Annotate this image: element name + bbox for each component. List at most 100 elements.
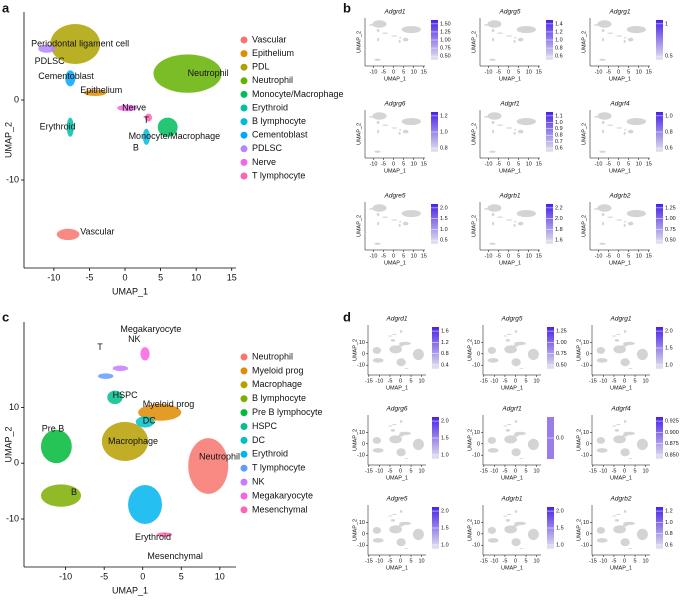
background-cluster	[616, 219, 623, 221]
background-cluster	[636, 348, 648, 361]
y-tick-label: 10	[583, 430, 589, 436]
y-tick-label: 10	[9, 402, 19, 412]
legend-label: B lymphocyte	[252, 116, 306, 126]
background-cluster	[496, 32, 504, 34]
background-cluster	[623, 510, 627, 513]
colorbar-tick-label: 1.0	[441, 452, 449, 458]
background-cluster	[506, 127, 513, 129]
cluster-label: HSPC	[113, 390, 139, 400]
y-axis-label: UMAP_2	[356, 123, 362, 145]
x-tick-label: -5	[100, 571, 108, 581]
background-cluster	[623, 39, 626, 43]
background-cluster	[404, 367, 409, 369]
colorbar-tick-label: 0.9	[555, 126, 563, 132]
background-cluster	[626, 117, 646, 126]
background-cluster	[404, 457, 409, 459]
background-cluster	[491, 28, 495, 32]
x-tick-label: 5	[524, 468, 527, 474]
background-cluster	[624, 129, 627, 131]
background-cluster	[620, 538, 630, 547]
gene-title: Adgrg1	[610, 316, 632, 323]
background-cluster	[519, 367, 524, 369]
x-tick-label: -10	[375, 378, 383, 384]
x-axis-label: UMAP_1	[501, 475, 523, 481]
y-tick-label: 0	[362, 531, 365, 537]
background-cluster	[399, 510, 403, 513]
x-tick-label: 10	[636, 253, 642, 259]
x-tick-label: 0	[617, 161, 620, 167]
cluster	[135, 416, 155, 428]
y-axis-label: UMAP_2	[581, 123, 587, 145]
background-cluster	[616, 127, 623, 129]
x-tick-label: 5	[517, 161, 520, 167]
colorbar-tick-label: 1.25	[556, 329, 567, 335]
background-cluster	[399, 221, 402, 223]
background-cluster	[596, 538, 608, 543]
background-cluster	[628, 457, 633, 459]
gene-title: Adgrg6	[386, 406, 408, 413]
x-tick-label: -15	[365, 468, 373, 474]
background-cluster	[623, 131, 626, 135]
background-cluster	[636, 528, 648, 541]
panel-letter: c	[2, 309, 9, 324]
y-tick-label: 0	[14, 94, 19, 104]
x-tick-label: 10	[526, 69, 532, 75]
legend-marker	[240, 478, 248, 486]
x-axis-label: UMAP_1	[112, 585, 148, 595]
y-axis-label: UMAP_2	[3, 426, 13, 462]
x-tick-label: -10	[59, 571, 72, 581]
background-cluster	[381, 216, 389, 218]
panel-letter: d	[343, 309, 351, 324]
gene-title: Adgrf1	[499, 101, 520, 108]
x-tick-label: 15	[646, 69, 652, 75]
y-tick-label: 10	[583, 340, 589, 346]
colorbar-tick-label: 0.4	[441, 362, 449, 368]
x-tick-label: 0	[399, 468, 402, 474]
cluster-label: Mesenchymal	[147, 551, 203, 561]
y-axis-label: UMAP_2	[352, 429, 358, 451]
gene-title: Adgrg5	[501, 316, 523, 323]
legend-marker	[240, 436, 248, 444]
background-cluster	[505, 519, 510, 522]
background-cluster	[636, 438, 648, 451]
background-cluster	[596, 358, 608, 363]
colorbar-tick-label: 1.5	[441, 435, 449, 441]
legend-marker	[240, 158, 248, 166]
x-axis-label: UMAP_1	[609, 168, 631, 174]
background-cluster	[614, 429, 619, 432]
background-cluster	[396, 358, 406, 367]
background-cluster	[388, 425, 393, 427]
gene-title: Adgrb2	[609, 193, 631, 200]
x-tick-label: 10	[534, 558, 540, 564]
background-cluster	[519, 457, 524, 459]
y-axis-label: UMAP_2	[3, 122, 13, 158]
x-axis-label: UMAP_1	[501, 565, 523, 571]
background-cluster	[392, 333, 397, 336]
x-tick-label: 5	[633, 468, 636, 474]
legend-label: Epithelium	[252, 48, 294, 58]
x-axis-label: UMAP_1	[384, 168, 406, 174]
x-tick-label: 15	[536, 253, 542, 259]
background-cluster	[616, 423, 621, 426]
background-cluster	[622, 434, 628, 437]
colorbar-tick-label: 1.0	[665, 362, 673, 368]
x-tick-label: -5	[381, 253, 386, 259]
x-axis-label: UMAP_1	[609, 76, 631, 82]
x-tick-label: -5	[387, 468, 392, 474]
background-cluster	[399, 521, 412, 526]
background-cluster	[626, 25, 646, 34]
colorbar-tick-label: 1.0	[440, 129, 448, 135]
x-tick-label: 10	[419, 468, 425, 474]
colorbar-tick-label: 2.0	[441, 419, 449, 425]
background-cluster	[597, 204, 612, 212]
background-cluster	[519, 547, 524, 549]
background-cluster	[513, 39, 516, 43]
legend-marker	[240, 50, 248, 58]
y-axis-label: UMAP_2	[576, 339, 582, 361]
background-cluster	[602, 221, 605, 226]
x-tick-label: 15	[646, 161, 652, 167]
colorbar-tick-label: 0.75	[665, 227, 676, 233]
background-cluster	[377, 129, 380, 134]
background-cluster	[412, 438, 424, 451]
legend-label: PDLSC	[252, 143, 283, 153]
